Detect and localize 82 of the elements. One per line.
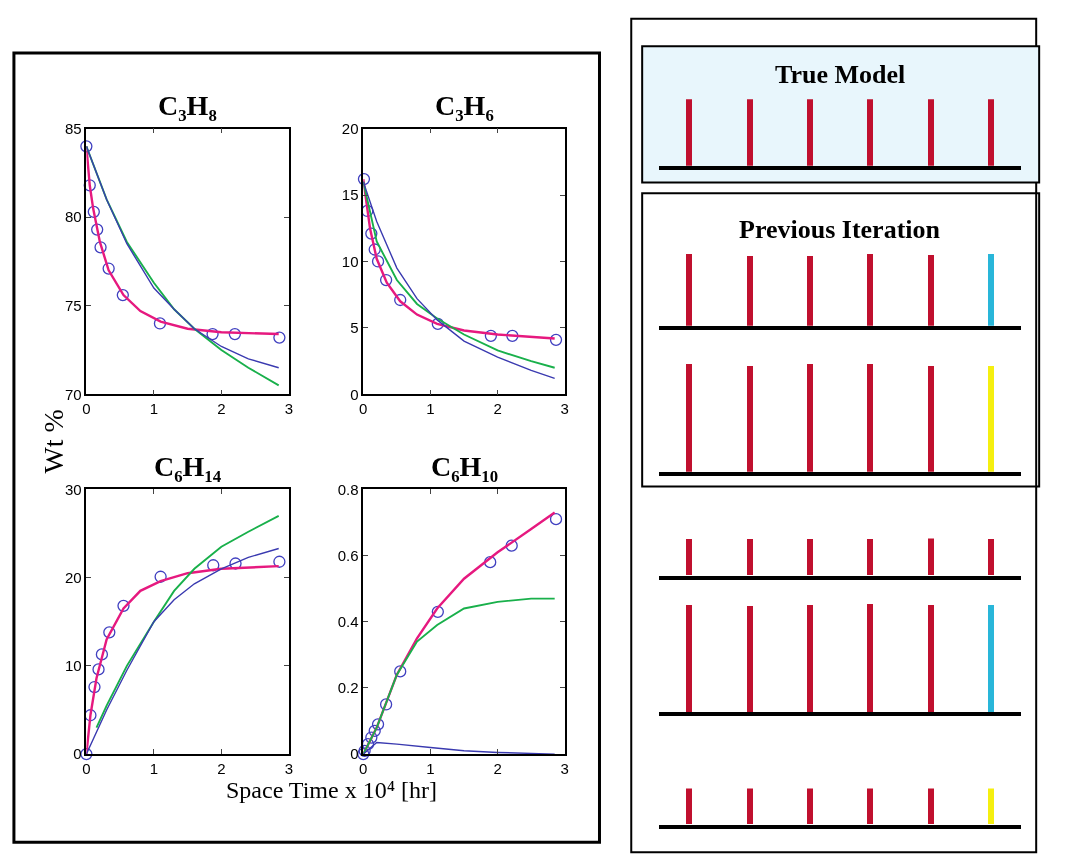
point	[229, 557, 242, 570]
point	[80, 747, 93, 761]
point	[505, 539, 518, 552]
point	[92, 663, 105, 676]
x-tick-label: 3	[284, 759, 294, 777]
x-tick-label: 1	[426, 759, 435, 777]
chart-title: C₃H₆	[435, 90, 494, 121]
point	[206, 327, 219, 341]
point	[484, 556, 497, 569]
y-tick-label: 0.2	[337, 679, 359, 697]
point	[431, 317, 444, 331]
point	[379, 698, 393, 711]
point	[368, 724, 381, 738]
chart-title: C₃H₈	[158, 90, 217, 121]
x-tick-label: 3	[560, 759, 569, 777]
chart-title: True Model	[775, 60, 906, 89]
x-tick-label: 1	[149, 759, 159, 777]
y-tick-label: 0.6	[337, 546, 359, 564]
point	[549, 513, 563, 526]
point	[117, 599, 130, 613]
point	[365, 227, 378, 240]
x-tick-label: 2	[493, 400, 502, 418]
point	[153, 317, 167, 330]
point	[368, 243, 381, 256]
x-tick-label: 2	[493, 759, 502, 777]
x-tick-label: 2	[217, 400, 226, 418]
y-tick-label: 70	[64, 385, 82, 403]
point	[549, 333, 563, 346]
point	[371, 718, 385, 731]
point	[365, 731, 378, 744]
chart-title: C₆H₁₀	[431, 451, 499, 482]
point	[80, 140, 93, 153]
point	[94, 241, 107, 254]
point	[357, 172, 371, 186]
y-tick-label: 5	[350, 319, 359, 337]
point	[484, 329, 498, 342]
x-tick-label: 2	[217, 759, 226, 777]
line-series	[95, 514, 280, 729]
y-axis-title: Wt %	[37, 409, 69, 474]
y-tick-label: 10	[341, 252, 359, 270]
x-axis-title: Space Time x 10⁴ [hr]	[226, 777, 438, 803]
point	[357, 747, 370, 761]
y-tick-label: 20	[341, 119, 359, 137]
x-tick-label: 1	[426, 400, 435, 418]
point	[431, 605, 444, 618]
x-tick-label: 1	[149, 400, 159, 418]
point	[394, 293, 407, 307]
point	[394, 665, 407, 678]
point	[506, 329, 519, 342]
x-tick-label: 3	[560, 400, 569, 418]
point	[228, 327, 242, 341]
y-tick-label: 0.8	[337, 480, 359, 498]
point	[154, 570, 167, 583]
point	[102, 262, 115, 275]
point	[88, 680, 101, 694]
chart-title: Previous Iteration	[739, 215, 941, 244]
point	[103, 626, 116, 639]
y-tick-label: 0	[350, 385, 359, 403]
chart-title: C₆H₁₄	[154, 451, 222, 482]
y-tick-label: 30	[64, 480, 82, 498]
point	[361, 738, 375, 751]
y-tick-label: 0.4	[337, 612, 359, 630]
point	[95, 648, 109, 661]
y-tick-label: 0	[73, 745, 82, 763]
point	[273, 555, 286, 568]
y-tick-label: 10	[64, 657, 82, 675]
point	[361, 204, 374, 218]
y-tick-label: 15	[341, 186, 359, 204]
y-tick-label: 85	[64, 119, 82, 137]
point	[371, 255, 385, 268]
point	[116, 288, 129, 302]
point	[91, 223, 104, 236]
y-tick-label: 80	[64, 208, 82, 226]
point	[273, 331, 286, 344]
point	[87, 205, 100, 218]
x-tick-label: 3	[284, 400, 294, 418]
y-tick-label: 75	[64, 296, 82, 314]
point	[358, 744, 371, 757]
point	[379, 273, 393, 287]
y-tick-label: 20	[64, 568, 82, 586]
point	[83, 179, 96, 192]
y-tick-label: 0	[350, 745, 359, 763]
